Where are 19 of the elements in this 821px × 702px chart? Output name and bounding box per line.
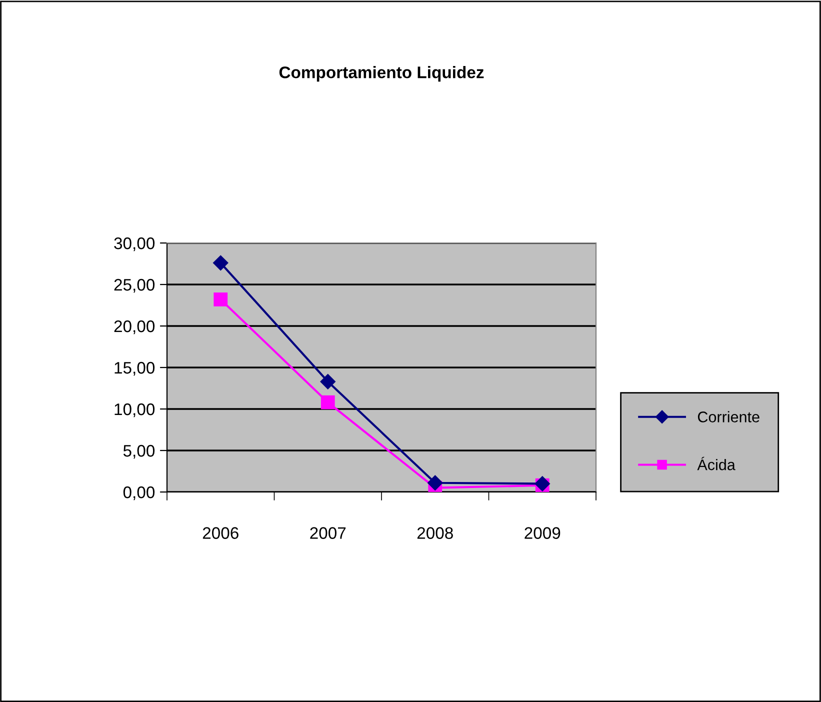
legend-label: Ácida [697, 456, 736, 470]
y-tick-label: 30,00 [114, 237, 155, 252]
y-tick-label: 25,00 [114, 278, 155, 293]
point [428, 475, 443, 490]
chart-title: Comportamiento Liquidez [279, 66, 484, 82]
point [320, 395, 335, 410]
point [214, 292, 228, 306]
y-tick-label: 5,00 [123, 444, 155, 459]
legend-label: Corriente [698, 411, 760, 422]
x-tick-label: 2009 [524, 527, 560, 539]
x-tick-label: 2007 [310, 527, 346, 539]
y-tick-label: 20,00 [114, 320, 155, 334]
x-tick-label: 2006 [202, 527, 238, 539]
point [320, 374, 336, 390]
point [213, 255, 228, 270]
y-tick-label: 10,00 [114, 403, 155, 418]
y-tick-label: 0,00 [123, 486, 155, 500]
x-tick-label: 2008 [417, 527, 453, 539]
y-tick-label: 15,00 [114, 362, 155, 376]
